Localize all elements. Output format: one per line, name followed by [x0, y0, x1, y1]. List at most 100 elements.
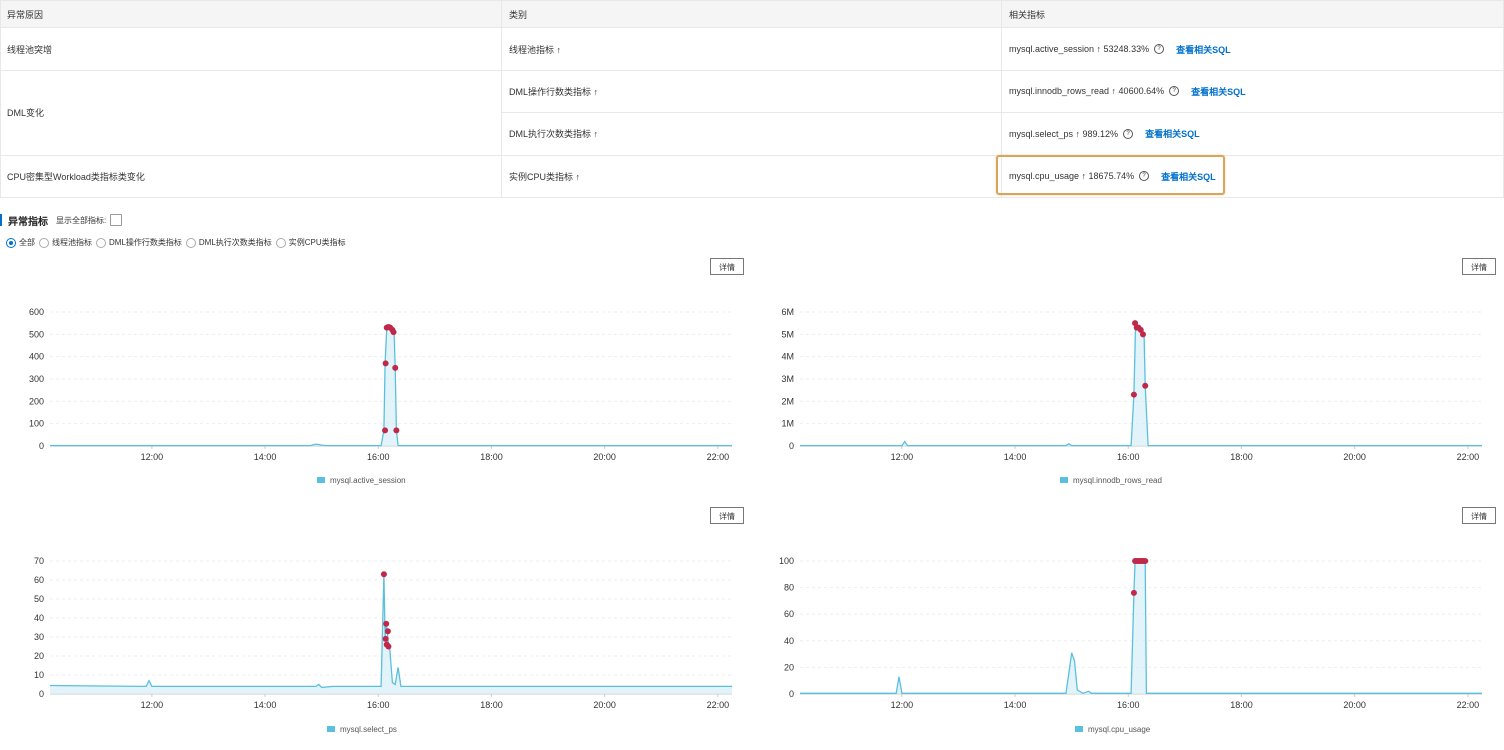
metric-cell: mysql.active_session ↑ 53248.33% ? 查看相关S…	[1002, 28, 1504, 70]
series-line	[800, 321, 1482, 447]
metric-text: mysql.active_session ↑ 53248.33%	[1009, 44, 1150, 54]
y-tick-label: 20	[34, 651, 44, 661]
radio-label: 全部	[19, 238, 35, 247]
view-sql-link[interactable]: 查看相关SQL	[1191, 86, 1246, 97]
radio-label: 线程池指标	[52, 238, 92, 247]
y-tick-label: 100	[29, 419, 44, 429]
help-icon[interactable]: ?	[1154, 44, 1165, 54]
y-tick-label: 0	[789, 689, 794, 699]
anomaly-point	[385, 643, 392, 650]
anomaly-point	[386, 324, 393, 331]
metric-cell: mysql.innodb_rows_read ↑ 40600.64% ? 查看相…	[1002, 70, 1504, 112]
series-area	[800, 561, 1482, 694]
y-tick-label: 60	[784, 609, 794, 619]
x-tick-label: 14:00	[1004, 452, 1027, 462]
x-tick-label: 18:00	[1230, 700, 1253, 710]
anomaly-point	[384, 324, 391, 331]
x-tick-label: 22:00	[707, 452, 730, 462]
help-icon[interactable]: ?	[1123, 128, 1134, 139]
series-area	[800, 323, 1482, 446]
anomaly-point	[1142, 382, 1149, 389]
filter-radio-cpu[interactable]: 实例CPU类指标	[275, 237, 346, 248]
series-line	[800, 560, 1482, 695]
series-area	[50, 574, 732, 694]
radio-icon[interactable]	[275, 237, 286, 248]
anomaly-point	[389, 326, 396, 333]
radio-icon[interactable]	[39, 237, 49, 248]
filter-radio-all[interactable]: 全部	[6, 237, 35, 248]
x-tick-label: 16:00	[367, 700, 390, 710]
y-tick-label: 400	[29, 352, 44, 362]
anomaly-point	[1133, 558, 1140, 564]
help-icon[interactable]: ?	[1139, 171, 1150, 181]
detail-button[interactable]: 详情	[710, 258, 744, 275]
legend-label: mysql.innodb_rows_read	[1073, 476, 1162, 485]
x-tick-label: 18:00	[480, 452, 503, 462]
y-tick-label: 10	[34, 670, 44, 680]
category-cell: DML操作行数类指标 ↑	[509, 86, 599, 97]
legend-label: mysql.active_session	[330, 476, 406, 485]
y-tick-label: 100	[779, 556, 794, 566]
row-divider	[0, 197, 1504, 198]
view-sql-link[interactable]: 查看相关SQL	[1161, 171, 1216, 182]
header-reason: 异常原因	[0, 0, 502, 28]
y-tick-label: 0	[789, 441, 794, 451]
radio-icon[interactable]	[185, 237, 196, 248]
row-divider	[0, 155, 1504, 156]
y-tick-label: 40	[784, 636, 794, 646]
section-title: 异常指标	[8, 216, 48, 228]
header-category: 类别	[502, 0, 1002, 28]
x-tick-label: 16:00	[1117, 700, 1140, 710]
anomaly-point	[382, 635, 389, 642]
header-metric: 相关指标	[1002, 0, 1504, 28]
x-tick-label: 20:00	[593, 452, 616, 462]
detail-button[interactable]: 详情	[1462, 507, 1496, 524]
y-tick-label: 0	[39, 689, 44, 699]
filter-radio-threadpool[interactable]: 线程池指标	[39, 237, 92, 248]
anomaly-point	[1138, 558, 1145, 564]
view-sql-link[interactable]: 查看相关SQL	[1176, 44, 1231, 55]
category-cell: 线程池指标 ↑	[509, 44, 562, 55]
detail-button[interactable]: 详情	[1462, 258, 1496, 275]
show-all-checkbox[interactable]	[110, 214, 123, 226]
anomaly-point	[1130, 589, 1137, 596]
anomaly-point	[1132, 320, 1139, 327]
row-divider	[502, 112, 1504, 113]
radio-icon[interactable]	[6, 237, 16, 248]
detail-button[interactable]: 详情	[710, 507, 744, 524]
x-tick-label: 14:00	[254, 452, 277, 462]
anomaly-point	[387, 324, 394, 331]
x-tick-label: 16:00	[367, 452, 390, 462]
anomaly-point	[382, 427, 389, 434]
column-divider	[501, 0, 502, 198]
series-area	[50, 327, 732, 446]
metric-text: mysql.select_ps ↑ 989.12%	[1009, 128, 1119, 139]
y-tick-label: 1M	[781, 419, 794, 429]
filter-radio-dml-exec[interactable]: DML执行次数类指标	[185, 237, 272, 248]
series-line	[50, 326, 732, 447]
highlight-box	[996, 155, 1225, 195]
show-all-label: 显示全部指标:	[56, 215, 107, 225]
x-tick-label: 22:00	[1457, 700, 1480, 710]
section-header: 异常指标 显示全部指标:	[0, 212, 123, 228]
anomaly-point	[1137, 326, 1144, 333]
filter-radio-group: 全部 线程池指标 DML操作行数类指标 DML执行次数类指标 实例CPU类指标	[6, 237, 350, 248]
radio-label: DML执行次数类指标	[198, 238, 272, 247]
row-divider	[0, 70, 1504, 71]
help-icon[interactable]: ?	[1169, 86, 1180, 96]
view-sql-link[interactable]: 查看相关SQL	[1145, 129, 1200, 139]
category-cell: DML执行次数类指标 ↑	[509, 129, 599, 139]
y-tick-label: 3M	[781, 374, 794, 384]
anomaly-point	[390, 329, 397, 336]
filter-radio-dml-rows[interactable]: DML操作行数类指标	[96, 237, 182, 248]
radio-icon[interactable]	[96, 237, 106, 248]
legend-label: mysql.select_ps	[340, 725, 397, 734]
reason-cell: DML变化	[7, 108, 45, 118]
x-tick-label: 22:00	[1457, 452, 1480, 462]
legend-label: mysql.cpu_usage	[1088, 725, 1151, 734]
x-tick-label: 22:00	[707, 700, 730, 710]
anomaly-point	[1142, 558, 1149, 564]
anomaly-point	[1135, 558, 1142, 564]
anomaly-point	[383, 641, 390, 648]
column-divider	[1001, 0, 1002, 198]
